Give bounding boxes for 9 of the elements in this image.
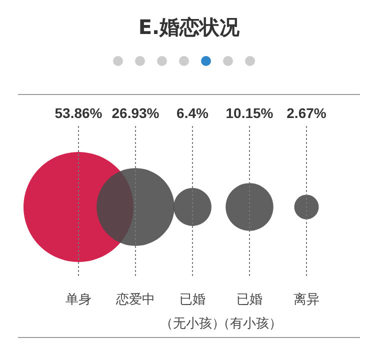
- text: E.婚恋状况: [138, 15, 241, 39]
- data-label: 26.93%: [112, 105, 160, 121]
- category-label: 单身: [66, 292, 92, 308]
- data-label: 2.67%: [286, 105, 327, 121]
- data-label: 10.15%: [226, 105, 274, 121]
- category-label: 离异: [294, 292, 320, 308]
- data-label: 53.86%: [54, 105, 103, 121]
- category-label: 恋爱中: [115, 292, 155, 308]
- data-label: 6.4%: [176, 105, 209, 121]
